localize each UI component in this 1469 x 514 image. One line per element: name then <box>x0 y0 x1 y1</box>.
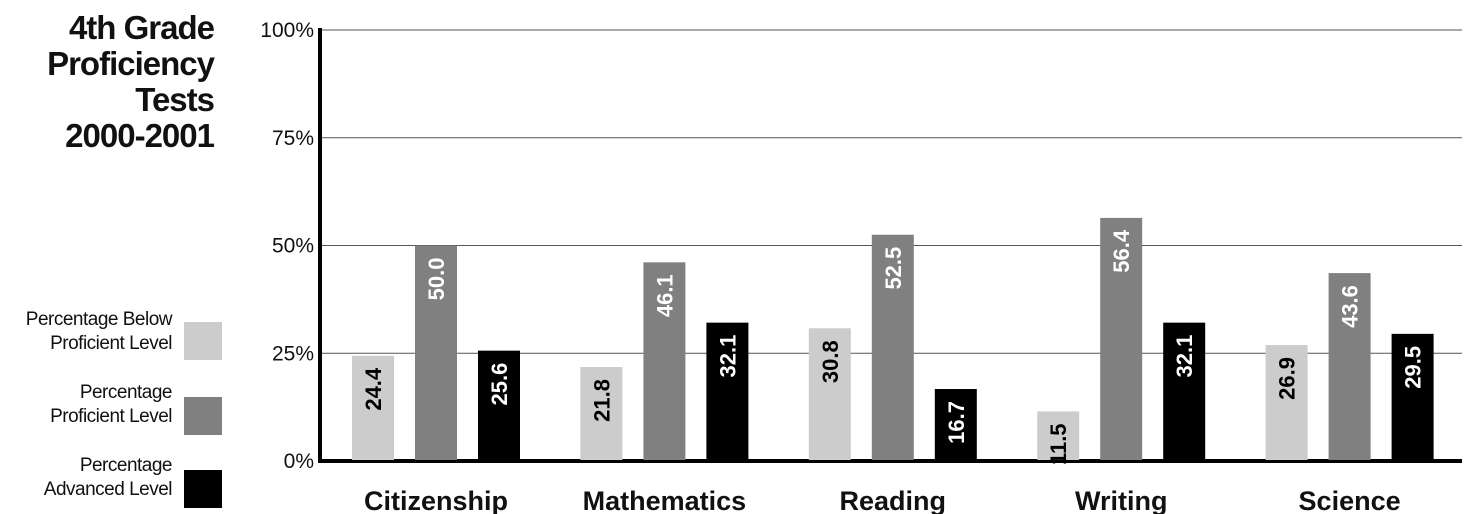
legend-swatch-proficient <box>184 397 222 435</box>
title-line: 2000-2001 <box>65 117 215 154</box>
bar <box>1163 322 1206 460</box>
bar-value-label: 25.6 <box>487 363 512 406</box>
bar-value-label: 11.5 <box>1046 423 1071 465</box>
x-category-label: Science <box>1299 486 1401 514</box>
title-line: Tests <box>135 81 215 118</box>
bar-value-label: 32.1 <box>1172 335 1197 378</box>
bar-value-label: 32.1 <box>715 335 740 378</box>
bar <box>1037 411 1080 460</box>
title-line: Proficiency <box>47 45 215 82</box>
bar-value-label: 43.6 <box>1338 285 1363 328</box>
y-tick-label: 75% <box>272 127 314 150</box>
bar <box>934 389 977 460</box>
bar <box>871 234 914 460</box>
legend-item-proficient: Percentage Proficient Level <box>0 381 228 441</box>
legend-label: Percentage Below Proficient Level <box>25 309 173 354</box>
y-tick-label: 100% <box>260 19 314 42</box>
chart-title: 4th Grade Proficiency Tests 2000-2001 <box>20 9 215 154</box>
bar <box>352 355 394 460</box>
legend-swatch-advanced <box>184 470 222 508</box>
legend-label: Percentage Advanced Level <box>43 455 173 500</box>
y-tick-label: 0% <box>284 450 314 473</box>
title-line: 4th Grade <box>68 9 215 46</box>
bar-value-label: 21.8 <box>589 379 614 422</box>
x-category-label: Mathematics <box>583 486 747 514</box>
bar <box>1100 217 1143 460</box>
bar-value-label: 30.8 <box>818 340 843 383</box>
bar <box>580 367 623 460</box>
bar <box>1328 273 1371 460</box>
bar-value-label: 29.5 <box>1401 346 1426 389</box>
x-category-label: Citizenship <box>364 486 508 514</box>
legend-item-below-proficient: Percentage Below Proficient Level <box>0 308 228 368</box>
x-category-label: Reading <box>840 486 947 514</box>
bar <box>1391 333 1434 460</box>
bar-value-label: 26.9 <box>1275 357 1300 400</box>
bar <box>643 262 686 460</box>
bar <box>808 328 851 460</box>
y-tick-label: 50% <box>272 235 314 258</box>
bar-value-label: 24.4 <box>361 367 386 411</box>
bar <box>415 245 457 460</box>
legend-label: Percentage Proficient Level <box>50 382 172 427</box>
bar-value-label: 50.0 <box>424 258 449 301</box>
bar-value-label: 46.1 <box>652 274 677 317</box>
bar-value-label: 56.4 <box>1109 229 1134 273</box>
bar <box>706 322 749 460</box>
legend-swatch-below-proficient <box>184 322 222 360</box>
bar <box>478 350 520 460</box>
bar-value-label: 16.7 <box>944 401 969 444</box>
legend-item-advanced: Percentage Advanced Level <box>0 454 228 514</box>
bar <box>1265 345 1308 460</box>
bar-value-label: 52.5 <box>881 247 906 290</box>
x-category-label: Writing <box>1075 486 1167 514</box>
y-tick-label: 25% <box>272 342 314 365</box>
